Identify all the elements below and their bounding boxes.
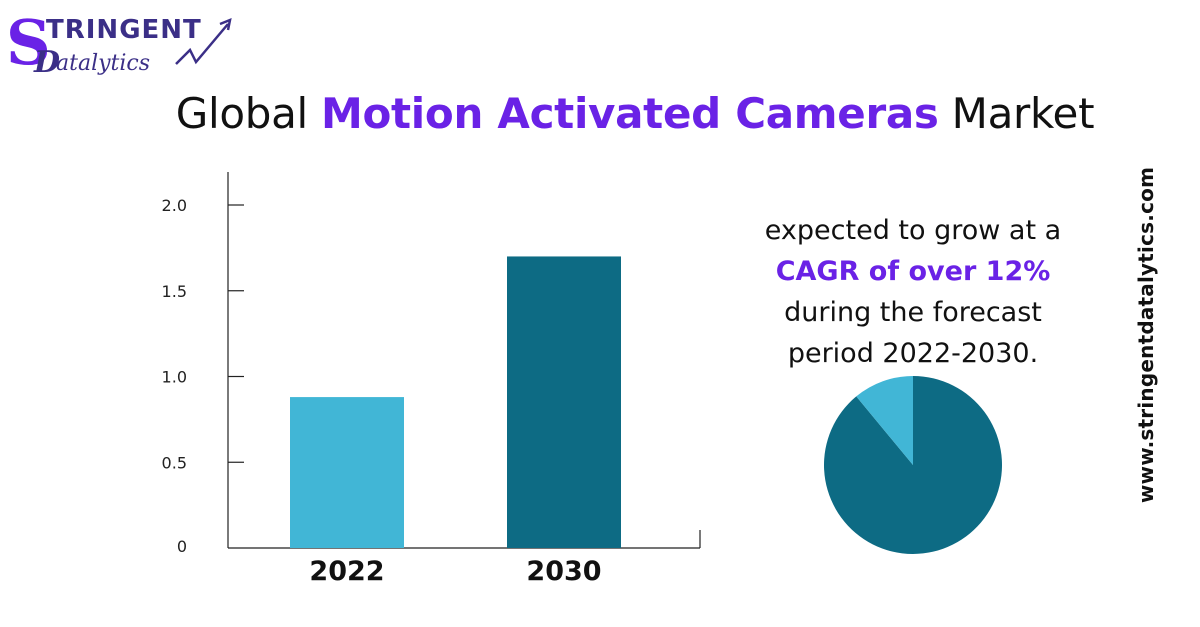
title-suffix: Market <box>938 89 1095 138</box>
page-title: Global Motion Activated Cameras Market <box>0 86 1200 142</box>
pie-chart <box>824 376 1002 554</box>
cagr-highlight: CAGR of over 12% <box>775 256 1051 287</box>
growth-statement: expected to grow at a CAGR of over 12% d… <box>733 210 1093 374</box>
logo-line2: atalytics <box>56 51 150 76</box>
growth-line-3: during the forecast <box>784 297 1042 328</box>
y-tick-label: 2.0 <box>162 196 187 215</box>
website-url: www.stringentdatalytics.com <box>1134 166 1158 504</box>
title-highlight: Motion Activated Cameras <box>320 89 939 138</box>
logo-arrow-head-icon <box>219 17 232 31</box>
growth-line-4: period 2022-2030. <box>787 338 1039 369</box>
title-prefix: Global <box>175 89 321 138</box>
x-category-label: 2022 <box>309 556 384 587</box>
bar-2030 <box>507 256 621 548</box>
y-tick-label: 1.5 <box>162 282 187 301</box>
logo-s-glyph: S <box>6 6 51 76</box>
y-tick-label: 0 <box>177 537 187 556</box>
y-tick-label: 0.5 <box>162 453 187 472</box>
growth-line-1: expected to grow at a <box>764 215 1062 246</box>
bar-chart: 0 0.5 1.0 1.5 2.0 2022 2030 <box>162 172 701 587</box>
logo-trend-arrow-icon <box>175 23 229 65</box>
pie-slice-1 <box>856 376 913 465</box>
bar-2022 <box>290 397 404 548</box>
x-category-label: 2030 <box>526 556 601 587</box>
logo-line1: TRINGENT <box>46 15 202 45</box>
y-tick-label: 1.0 <box>162 368 187 387</box>
stringent-datalytics-logo: S TRINGENT D atalytics <box>6 6 232 76</box>
logo-d-glyph: D <box>33 45 60 76</box>
